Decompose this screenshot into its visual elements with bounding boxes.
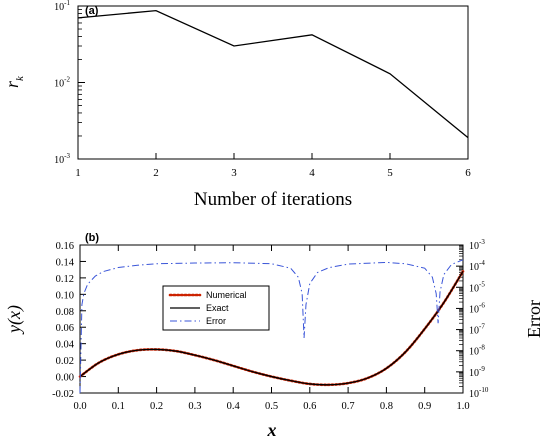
exact-series-line	[79, 270, 464, 386]
legend: Numerical Exact Error	[162, 285, 270, 331]
panel-b-x-tick-label: 0.5	[265, 401, 278, 412]
error-series-line	[79, 259, 464, 394]
panel-a-frame	[77, 5, 469, 160]
panel-a-series	[77, 9, 469, 139]
panel-b-y2-tick-label: 10-7	[469, 323, 485, 337]
panel-b-y2-tick-label: 10-4	[469, 259, 485, 273]
panel-a-x-tick-label: 4	[309, 167, 315, 179]
panel-a-y-label: rk	[2, 75, 26, 88]
panel-b-y-tick-label: 0.08	[56, 307, 74, 318]
panel-b-y2-tick-label: 10-6	[469, 301, 485, 315]
panel-b-x-tick-label: 0.7	[342, 401, 355, 412]
panel-a-label: (a)	[85, 5, 99, 17]
panel-a-x-tick-label: 5	[387, 167, 393, 179]
panel-b-y2-tick-label: 10-3	[469, 238, 485, 252]
panel-a-y-label-sub: k	[14, 75, 26, 81]
legend-label-exact: Exact	[206, 303, 229, 313]
panel-b-y2-label: Error	[524, 300, 544, 338]
legend-label-error: Error	[206, 316, 226, 326]
panel-b-x-tick-label: 0.4	[227, 401, 241, 412]
numerical-series-line	[78, 270, 465, 387]
panel-b-x-label: x	[267, 420, 277, 440]
panel-b-series	[78, 259, 465, 394]
panel-b-y2-ticks: 10-3 10-4 10-5 10-6 10-7 10-8 10-9 10-10	[456, 238, 489, 400]
panel-b-frame	[79, 244, 464, 394]
panel-b: (b) -0.02 0.00 0.02 0.04 0.06 0.08 0.10 0.12 0.1…	[4, 232, 544, 440]
panel-b-x-tick-label: 0.9	[418, 401, 431, 412]
panel-a-x-tick-label: 1	[75, 167, 81, 179]
svg-text:rk: rk	[2, 75, 26, 88]
panel-b-y-tick-label: 0.12	[56, 274, 74, 285]
panel-b-y-tick-label: 0.06	[56, 323, 74, 334]
panel-b-y2-tick-label: 10-10	[469, 386, 489, 400]
panel-b-y-tick-label: 0.04	[56, 340, 75, 351]
panel-b-x-ticks: 0.0 0.1 0.2 0.3 0.4 0.5 0.6 0.7 0.8 0.9 1.0	[73, 245, 470, 412]
panel-b-y-tick-label: 0.10	[56, 290, 74, 301]
panel-b-x-tick-label: 1.0	[456, 401, 469, 412]
panel-b-y-tick-label: 0.02	[56, 356, 74, 367]
panel-a-y-tick-label: 10-1	[54, 0, 70, 13]
panel-b-y-ticks: -0.02 0.00 0.02 0.04 0.06 0.08 0.10 0.12 0.14 0.1…	[52, 241, 86, 400]
panel-b-label: (b)	[85, 232, 99, 244]
panel-b-y-tick-label: 0.16	[56, 241, 74, 252]
panel-a-x-tick-label: 2	[153, 167, 159, 179]
panel-a-series-line	[77, 9, 469, 139]
panel-b-y2-tick-label: 10-9	[469, 365, 485, 379]
panel-b-x-tick-label: 0.3	[188, 401, 201, 412]
panel-a-y-tick-label: 10-3	[54, 152, 70, 166]
panel-b-y-tick-label: -0.02	[52, 389, 74, 400]
panel-a-y-label-main: r	[2, 80, 22, 88]
panel-b-x-tick-label: 0.0	[73, 401, 86, 412]
panel-b-y-tick-label: 0.00	[56, 373, 74, 384]
panel-a-y-tick-label: 10-2	[54, 76, 70, 90]
panel-a-x-tick-label: 3	[231, 167, 237, 179]
panel-a-y-ticks: 10-1 10-2 10-3	[54, 0, 85, 166]
panel-a-x-ticks: 1 2 3 4 5 6	[75, 153, 471, 179]
panel-b-x-tick-label: 0.8	[380, 401, 393, 412]
panel-b-y-label: y(x)	[4, 305, 25, 335]
panel-b-y2-tick-label: 10-5	[469, 280, 485, 294]
panel-a-x-tick-label: 6	[465, 167, 471, 179]
panel-b-x-tick-label: 0.6	[303, 401, 316, 412]
legend-label-numerical: Numerical	[206, 290, 247, 300]
panel-b-x-tick-label: 0.2	[150, 401, 163, 412]
panel-b-y-tick-label: 0.14	[56, 257, 75, 268]
panel-a: (a) 10-1 10-2 10-3 1 2 3 4 5 6 Number of iterat…	[2, 0, 471, 210]
panel-a-x-label: Number of iterations	[194, 189, 352, 210]
panel-b-x-tick-label: 0.1	[112, 401, 125, 412]
panel-b-y2-tick-label: 10-8	[469, 344, 485, 358]
